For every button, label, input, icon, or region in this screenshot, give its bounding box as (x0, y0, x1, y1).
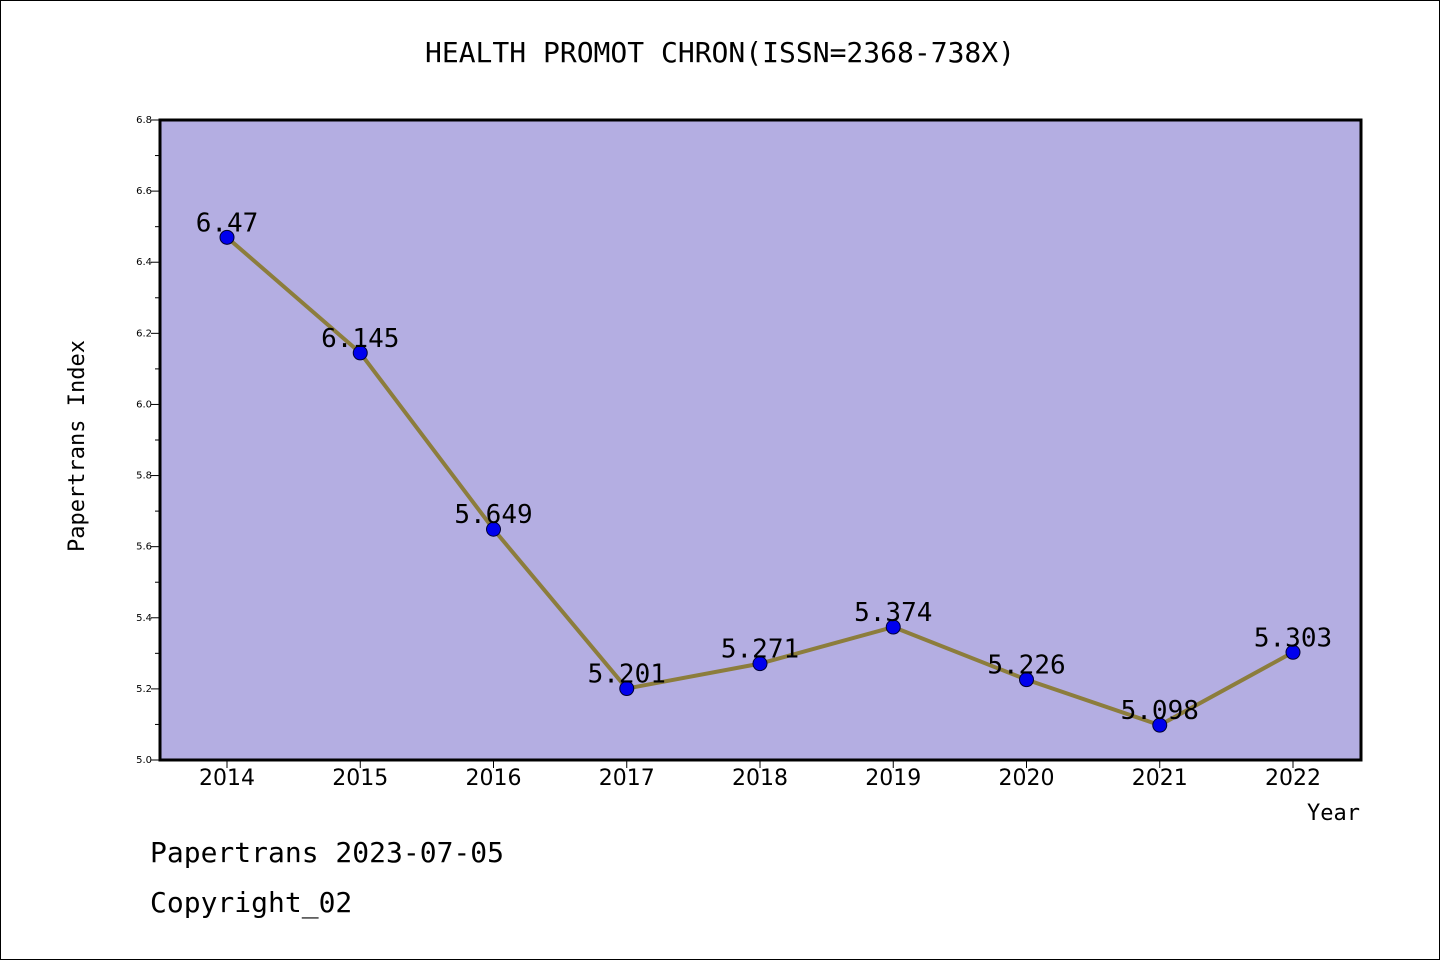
y-tick-label: 6.4 (136, 257, 152, 268)
data-point (1285, 644, 1301, 660)
x-tick-label: 2016 (466, 766, 522, 791)
data-point (1152, 717, 1168, 733)
x-axis-title: Year (1307, 801, 1360, 826)
x-tick-label: 2014 (199, 766, 255, 791)
y-tick-label: 6.2 (136, 328, 152, 339)
x-tick-label: 2021 (1132, 766, 1188, 791)
y-tick-label: 5.8 (136, 471, 152, 482)
data-point (619, 681, 635, 697)
x-tick-label: 2015 (332, 766, 388, 791)
y-axis: 5.0 5.2 5.4 5.6 5.8 6.0 6.2 6.4 6.6 6.8 (136, 115, 160, 766)
data-point (219, 229, 235, 245)
x-tick-label: 2020 (999, 766, 1055, 791)
y-tick-label: 6.8 (136, 115, 152, 126)
x-tick-label: 2022 (1265, 766, 1321, 791)
data-label: 5.098 (1121, 696, 1199, 726)
footer-copyright: Copyright_02 (150, 886, 353, 919)
data-markers (219, 229, 1301, 733)
x-tick-label: 2017 (599, 766, 655, 791)
data-point (1019, 672, 1034, 688)
y-tick-label: 5.0 (136, 755, 152, 766)
footer-source: Papertrans 2023-07-05 (150, 836, 505, 869)
y-tick-label: 6.0 (136, 399, 152, 410)
x-tick-label: 2019 (865, 766, 921, 791)
data-label: 5.271 (721, 635, 799, 665)
data-label: 5.201 (588, 660, 666, 690)
y-tick-label: 6.6 (136, 186, 152, 197)
chart-title: HEALTH PROMOT CHRON(ISSN=2368-738X) (424, 36, 1015, 69)
plot-area (158, 118, 1363, 762)
data-label: 5.226 (987, 651, 1065, 681)
data-label: 6.47 (196, 208, 259, 238)
x-tick-label: 2018 (732, 766, 788, 791)
y-tick-label: 5.6 (136, 542, 152, 553)
data-point (486, 521, 501, 537)
y-tick-label: 5.2 (136, 684, 152, 695)
data-label: 5.649 (454, 500, 532, 530)
data-point (885, 619, 901, 635)
data-label: 6.145 (321, 324, 399, 354)
data-labels: 6.47 6.145 5.649 5.201 5.271 5.374 5.226 5.098 5… (196, 208, 1332, 726)
data-label: 5.303 (1254, 623, 1332, 653)
x-axis: 2014 2015 2016 2017 2018 2019 2020 2021 2022 (199, 760, 1321, 791)
data-point (352, 345, 368, 361)
y-axis-title: Papertrans Index (65, 340, 90, 552)
data-label: 5.374 (854, 598, 932, 628)
data-point (752, 656, 768, 672)
y-tick-label: 5.4 (136, 613, 152, 624)
